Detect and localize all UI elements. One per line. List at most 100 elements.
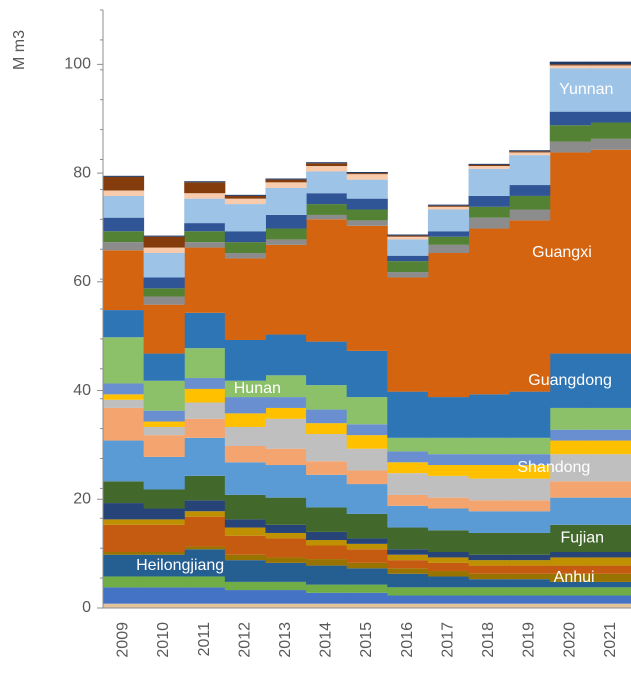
area-segment <box>346 448 388 471</box>
area-segment <box>103 481 145 504</box>
area-segment <box>143 456 185 490</box>
area-segment <box>103 503 145 520</box>
area-segment <box>468 195 510 207</box>
area-segment <box>103 440 145 482</box>
area-segment <box>306 171 348 194</box>
area-segment <box>143 519 185 525</box>
y-tick-label: 20 <box>73 490 91 507</box>
area-segment <box>306 474 348 508</box>
area-segment <box>346 538 388 544</box>
area-segment <box>224 194 266 196</box>
area-segment <box>549 125 591 142</box>
area-segment <box>184 242 226 248</box>
x-tick-label: 2012 <box>236 622 253 658</box>
area-segment <box>509 437 551 455</box>
area-segment <box>509 391 551 438</box>
area-segment <box>468 164 510 167</box>
area-segment <box>346 172 388 174</box>
area-segment <box>590 353 631 408</box>
area-segment <box>143 380 185 411</box>
x-tick-label: 2010 <box>155 622 172 658</box>
area-segment <box>265 239 307 245</box>
area-segment <box>224 426 266 446</box>
area-segment <box>509 185 551 196</box>
area-segment <box>549 353 591 408</box>
area-segment <box>468 228 510 395</box>
area-segment <box>224 253 266 259</box>
area-segment <box>590 573 631 582</box>
series-label: Jilin <box>231 609 259 626</box>
area-segment <box>184 378 226 389</box>
area-segment <box>265 397 307 408</box>
area-segment <box>184 231 226 243</box>
area-segment <box>265 448 307 466</box>
area-segment <box>265 228 307 240</box>
area-segment <box>427 587 470 596</box>
area-segment <box>549 573 591 582</box>
area-segment <box>468 166 510 169</box>
area-segment <box>184 549 226 577</box>
area-segment <box>509 151 551 153</box>
area-segment <box>306 559 348 566</box>
area-segment <box>387 236 429 240</box>
area-segment <box>590 407 631 430</box>
x-tick-label: 2019 <box>521 622 538 658</box>
area-segment <box>265 524 307 533</box>
area-segment <box>103 190 145 196</box>
area-segment <box>184 223 226 232</box>
area-segment <box>265 244 307 335</box>
area-segment <box>468 579 510 588</box>
area-segment <box>549 440 591 455</box>
area-segment <box>224 445 266 463</box>
area-segment <box>265 178 307 180</box>
area-segment <box>224 581 266 591</box>
area-segment <box>184 312 226 349</box>
area-segment <box>427 475 470 498</box>
area-segment <box>549 603 591 608</box>
area-segment <box>427 552 470 558</box>
x-tick-label: 2013 <box>277 622 294 658</box>
area-segment <box>306 584 348 593</box>
area-segment <box>549 565 591 574</box>
area-segment <box>468 560 510 566</box>
area-segment <box>103 552 145 555</box>
area-segment <box>590 524 631 553</box>
area-segment <box>265 407 307 419</box>
area-segment <box>265 538 307 558</box>
area-segment <box>306 166 348 172</box>
area-segment <box>184 181 226 183</box>
area-segment <box>549 581 591 588</box>
area-segment <box>468 565 510 574</box>
area-segment <box>549 481 591 498</box>
area-segment <box>427 562 470 572</box>
area-segment <box>427 571 470 577</box>
area-segment <box>306 341 348 386</box>
area-segment <box>590 61 631 65</box>
area-segment <box>387 437 429 452</box>
area-segment <box>509 603 551 608</box>
area-segment <box>509 195 551 210</box>
area-segment <box>387 595 429 604</box>
area-segment <box>387 473 429 495</box>
area-segment <box>509 587 551 596</box>
area-segment <box>306 162 348 164</box>
area-segment <box>549 497 591 525</box>
y-tick-label: 40 <box>73 382 91 399</box>
area-segment <box>346 484 388 514</box>
area-segment <box>590 122 631 139</box>
area-segment <box>387 573 429 588</box>
area-segment <box>427 253 470 398</box>
area-segment <box>346 584 388 593</box>
area-segment <box>387 277 429 392</box>
area-segment <box>103 175 145 177</box>
area-segment <box>306 214 348 220</box>
area-segment <box>468 573 510 580</box>
area-segment <box>590 65 631 69</box>
x-tick-label: 2017 <box>439 622 456 658</box>
x-tick-label: 2015 <box>358 622 375 658</box>
area-segment <box>184 193 226 199</box>
area-segment <box>143 235 185 237</box>
area-segment <box>346 603 388 608</box>
area-segment <box>468 603 510 608</box>
